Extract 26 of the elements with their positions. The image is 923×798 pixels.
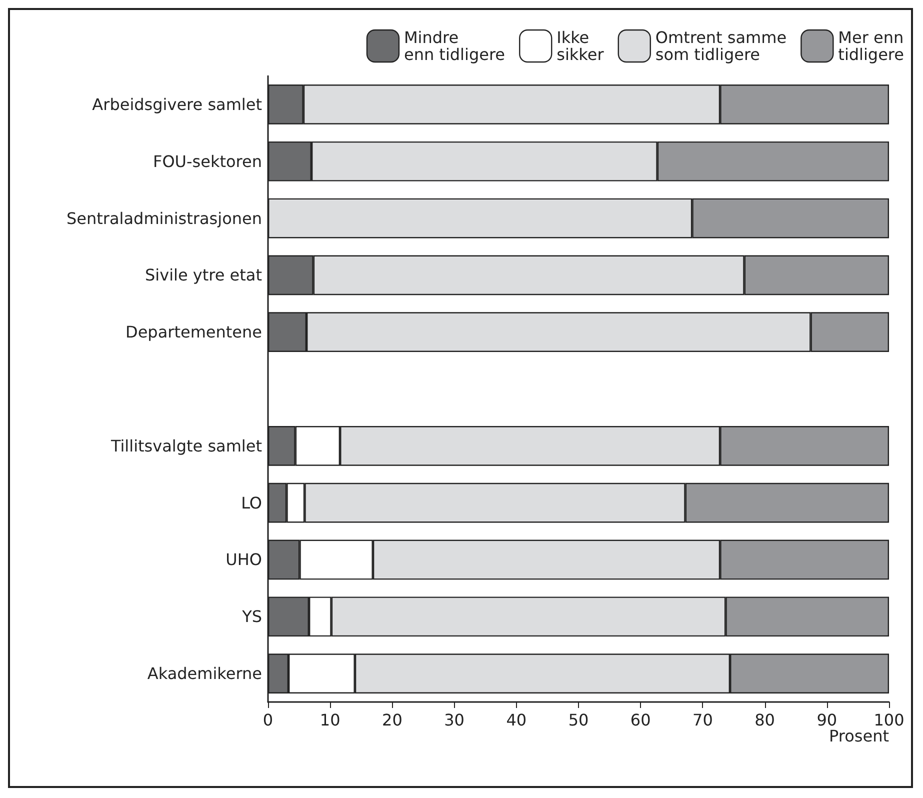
x-tick-label: 60 <box>630 710 651 730</box>
x-tick-label: 20 <box>382 710 402 730</box>
y-tick-label: Akademikerne <box>147 664 262 684</box>
y-tick-label: Arbeidsgivere samlet <box>92 94 262 114</box>
legend-label: Ikke sikker <box>556 28 604 64</box>
y-tick-label: FOU-sektoren <box>153 152 262 171</box>
x-tick-label: 90 <box>816 710 838 730</box>
legend-label: Mindre enn tidligere <box>404 28 506 64</box>
x-tick-label: 30 <box>444 710 464 730</box>
x-tick-label: 80 <box>754 710 775 730</box>
x-tick-label: 70 <box>692 710 713 730</box>
y-tick-label: Sivile ytre etat <box>145 266 262 285</box>
y-tick-label: LO <box>241 493 262 512</box>
x-tick-label: 40 <box>506 710 527 730</box>
y-tick-label: Sentraladministrasjonen <box>66 208 262 228</box>
x-tick-label: 50 <box>568 710 589 730</box>
x-tick-label: 0 <box>262 710 274 730</box>
x-tick-label: 100 <box>874 710 904 730</box>
y-tick-label: Departementene <box>126 322 262 342</box>
x-tick-label: 10 <box>320 710 340 730</box>
x-axis-title: Prosent <box>829 726 889 746</box>
legend-label: Omtrent samme som tidligere <box>655 28 787 64</box>
y-tick-label: YS <box>241 607 262 626</box>
legend-label: Mer enn tidligere <box>838 28 904 64</box>
y-tick-label: UHO <box>226 550 262 570</box>
y-tick-label: Tillitsvalgte samlet <box>110 436 262 456</box>
